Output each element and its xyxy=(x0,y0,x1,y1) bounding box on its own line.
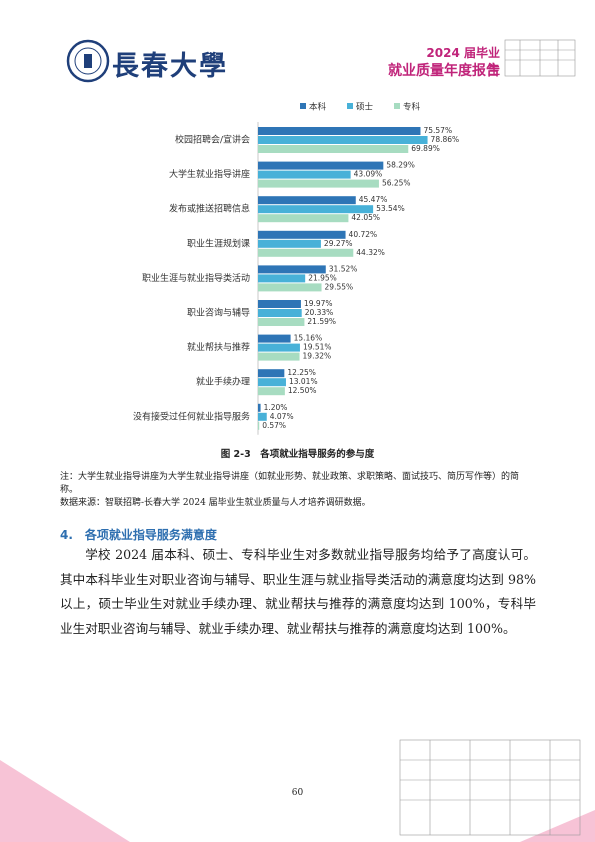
paragraph: 学校 2024 届本科、硕士、专科毕业生对多数就业指导服务均给予了高度认可。其中… xyxy=(60,547,536,636)
legend-swatch xyxy=(300,103,306,109)
value-label: 45.47% xyxy=(359,195,388,204)
category-label: 职业生涯规划课 xyxy=(187,237,250,249)
bar xyxy=(258,161,384,170)
value-label: 29.55% xyxy=(325,282,354,291)
bar xyxy=(258,352,300,361)
bar xyxy=(258,334,291,343)
figure-caption: 图 2-3 各项就业指导服务的参与度 xyxy=(220,449,375,460)
value-label: 0.57% xyxy=(262,421,286,430)
value-label: 43.09% xyxy=(354,170,383,179)
bar xyxy=(258,421,260,430)
bar xyxy=(258,127,421,135)
page-number: 60 xyxy=(291,788,304,798)
category-label: 发布或推送招聘信息 xyxy=(169,203,250,215)
category-label: 大学生就业指导讲座 xyxy=(169,168,250,180)
category-label: 校园招聘会/宣讲会 xyxy=(175,134,250,146)
value-label: 1.20% xyxy=(264,403,288,412)
bar xyxy=(258,283,322,292)
value-label: 13.01% xyxy=(289,377,318,386)
university-name: 長春大學 xyxy=(112,51,228,82)
bar xyxy=(258,170,351,179)
chart: 校园招聘会/宣讲会 75.57%78.86%69.89% 大学生就业指导讲座 58.2… xyxy=(133,102,460,435)
bar xyxy=(258,214,349,223)
bar xyxy=(258,309,302,317)
report-year: 2024 届毕业生 xyxy=(426,46,500,77)
value-label: 44.32% xyxy=(356,248,385,257)
category-label: 就业手续办理 xyxy=(196,376,250,388)
value-label: 31.52% xyxy=(329,264,358,273)
bar xyxy=(258,369,285,378)
bar xyxy=(258,343,300,352)
source: 数据来源：智联招聘-长春大学 2024 届毕业生就业质量与人才培养调研数据。 xyxy=(60,498,371,508)
bar xyxy=(258,274,306,283)
bar xyxy=(258,318,305,326)
value-label: 4.07% xyxy=(270,412,294,421)
legend-swatch xyxy=(394,103,400,109)
bar xyxy=(258,145,409,153)
legend-swatch xyxy=(347,103,353,109)
value-label: 58.29% xyxy=(386,161,415,170)
category-label: 就业帮扶与推荐 xyxy=(187,341,250,353)
value-label: 42.05% xyxy=(351,213,380,222)
bar xyxy=(258,265,326,274)
bar xyxy=(258,230,346,239)
bar xyxy=(258,387,285,396)
legend-label: 硕士 xyxy=(356,102,374,113)
value-label: 75.57% xyxy=(423,126,452,135)
value-label: 29.27% xyxy=(324,239,353,248)
category-label: 职业生涯与就业指导类活动 xyxy=(142,272,250,284)
value-label: 12.50% xyxy=(288,386,317,395)
value-label: 15.16% xyxy=(294,334,323,343)
value-label: 21.95% xyxy=(308,273,337,282)
bar xyxy=(258,378,286,387)
bar xyxy=(258,179,379,188)
value-label: 56.25% xyxy=(382,179,411,188)
value-label: 69.89% xyxy=(411,144,440,153)
bar xyxy=(258,239,321,248)
value-label: 20.33% xyxy=(305,308,334,317)
section-heading: 4. 各项就业指导服务满意度 xyxy=(60,528,217,542)
bar xyxy=(258,412,267,421)
bar xyxy=(258,403,261,412)
note: 注：大学生就业指导讲座为大学生就业指导讲座（如就业形势、就业政策、求职策略、面试… xyxy=(60,472,520,495)
category-label: 没有接受过任何就业指导服务 xyxy=(133,410,250,422)
report-title: 就业质量年度报告 xyxy=(388,63,500,79)
bar xyxy=(258,136,428,144)
legend-label: 本科 xyxy=(309,102,327,113)
bar xyxy=(258,196,356,205)
legend-label: 专科 xyxy=(403,102,421,113)
value-label: 19.51% xyxy=(303,343,332,352)
value-label: 19.97% xyxy=(304,299,333,308)
value-label: 40.72% xyxy=(349,230,378,239)
value-label: 12.25% xyxy=(287,368,316,377)
category-label: 职业咨询与辅导 xyxy=(187,307,250,319)
value-label: 53.54% xyxy=(376,204,405,213)
bar xyxy=(258,205,374,214)
value-label: 78.86% xyxy=(431,135,460,144)
value-label: 21.59% xyxy=(307,317,336,326)
value-label: 19.32% xyxy=(303,352,332,361)
bar xyxy=(258,248,354,257)
bar xyxy=(258,300,301,308)
